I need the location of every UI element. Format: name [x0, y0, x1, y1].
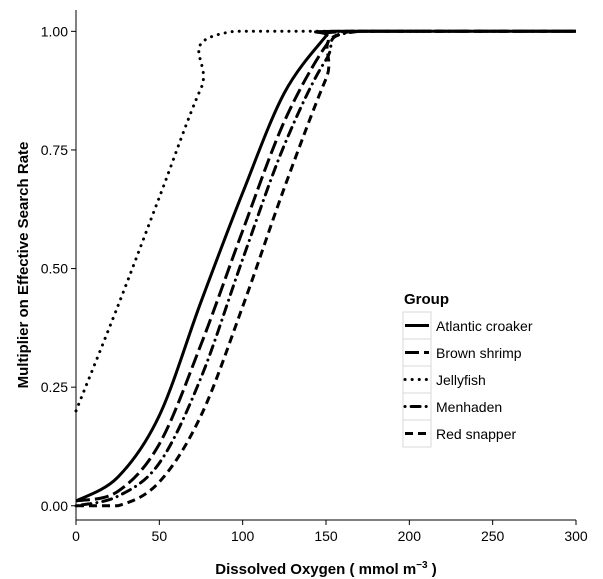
legend-label-atlantic-croaker: Atlantic croaker — [436, 318, 533, 334]
y-tick-label: 1.00 — [41, 23, 68, 39]
legend-title: Group — [404, 291, 449, 308]
ticks-layer: 0 50 100 150 200 250 300 0.00 0.25 0.50 0.75 1.00 — [41, 23, 588, 544]
y-tick-label: 0.75 — [41, 142, 68, 158]
x-tick-label: 0 — [72, 528, 80, 544]
x-tick-label: 100 — [231, 528, 255, 544]
y-tick-label: 0.50 — [41, 261, 68, 277]
x-tick-label: 300 — [564, 528, 588, 544]
x-tick-label: 150 — [314, 528, 338, 544]
legend-label-menhaden: Menhaden — [436, 399, 502, 415]
x-tick-label: 250 — [481, 528, 505, 544]
y-tick-label: 0.25 — [41, 379, 68, 395]
legend-label-jellyfish: Jellyfish — [436, 372, 486, 388]
legend-label-red-snapper: Red snapper — [436, 426, 517, 442]
y-axis-title: Multiplier on Effective Search Rate — [15, 142, 32, 389]
legend-label-brown-shrimp: Brown shrimp — [436, 345, 522, 361]
x-axis-title: Dissolved Oxygen ( mmol m−3 ) — [215, 560, 436, 578]
x-tick-label: 50 — [152, 528, 168, 544]
legend-items: Atlantic croaker Brown shrimp Jellyfish Men… — [402, 311, 533, 448]
y-tick-label: 0.00 — [41, 498, 68, 514]
legend: Group Atlantic croaker Brown shrimp Jellyf… — [402, 291, 533, 448]
x-tick-label: 200 — [398, 528, 422, 544]
plot-axes — [75, 10, 576, 521]
series-line-red-snapper — [76, 29, 576, 508]
series-layer — [74, 29, 578, 508]
